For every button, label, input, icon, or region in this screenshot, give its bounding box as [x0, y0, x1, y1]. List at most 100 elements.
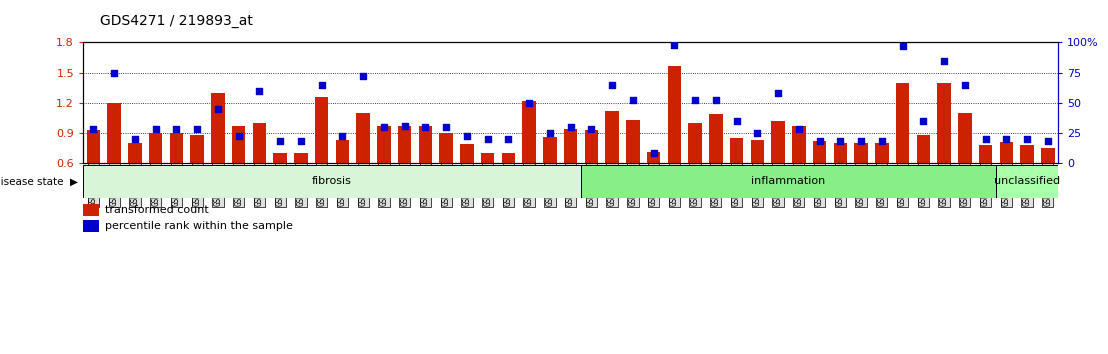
Point [147, 126, 165, 132]
Point [583, 126, 601, 132]
Point [562, 124, 579, 130]
Point [229, 133, 247, 139]
Point [209, 106, 227, 112]
Point [417, 124, 434, 130]
Point [666, 42, 684, 48]
Bar [191, 135, 204, 163]
Point [334, 133, 351, 139]
Bar [377, 126, 391, 163]
Bar [1020, 145, 1034, 163]
Point [790, 126, 808, 132]
FancyBboxPatch shape [996, 165, 1058, 198]
Bar [129, 143, 142, 163]
Text: percentile rank within the sample: percentile rank within the sample [105, 221, 294, 231]
Point [479, 136, 496, 142]
Bar [398, 126, 411, 163]
Bar [357, 113, 370, 163]
Bar [315, 97, 328, 163]
Bar [688, 123, 701, 163]
Bar [107, 103, 121, 163]
Bar [895, 82, 910, 163]
Bar [833, 143, 847, 163]
Point [852, 138, 870, 144]
Text: inflammation: inflammation [751, 176, 825, 187]
Bar [83, 204, 99, 216]
Point [1018, 136, 1036, 142]
Bar [83, 220, 99, 232]
Bar [522, 101, 536, 163]
Point [293, 138, 310, 144]
Bar [709, 114, 722, 163]
Bar [543, 137, 556, 163]
Bar [212, 93, 225, 163]
Point [769, 90, 787, 96]
Point [355, 73, 372, 79]
Bar [916, 135, 930, 163]
Point [728, 118, 746, 124]
Bar [1042, 148, 1055, 163]
Bar [585, 130, 598, 163]
Point [749, 130, 767, 136]
FancyBboxPatch shape [581, 165, 996, 198]
Bar [647, 152, 660, 163]
Bar [148, 133, 163, 163]
FancyBboxPatch shape [83, 165, 581, 198]
Bar [502, 153, 515, 163]
Point [914, 118, 932, 124]
Point [126, 136, 144, 142]
Point [935, 58, 953, 63]
Bar [958, 113, 972, 163]
Bar [813, 141, 827, 163]
Point [521, 100, 538, 105]
Point [603, 82, 620, 87]
Bar [937, 82, 951, 163]
Bar [792, 126, 806, 163]
Bar [854, 143, 868, 163]
Bar [460, 144, 473, 163]
Point [686, 97, 704, 103]
Bar [295, 153, 308, 163]
Bar [481, 153, 494, 163]
Point [873, 138, 891, 144]
Bar [274, 153, 287, 163]
Point [541, 130, 558, 136]
Bar [730, 138, 743, 163]
Point [645, 150, 663, 156]
Point [396, 123, 413, 129]
Point [500, 136, 517, 142]
Point [105, 70, 123, 75]
Bar [86, 130, 100, 163]
Bar [668, 65, 681, 163]
Bar [253, 123, 266, 163]
Text: unclassified: unclassified [994, 176, 1060, 187]
Point [956, 82, 974, 87]
Point [831, 138, 849, 144]
Point [188, 126, 206, 132]
Point [250, 88, 268, 93]
Point [997, 136, 1015, 142]
Bar [232, 126, 246, 163]
Bar [771, 121, 784, 163]
Point [438, 124, 455, 130]
Bar [999, 142, 1013, 163]
Point [624, 97, 642, 103]
Point [707, 97, 725, 103]
Bar [875, 143, 889, 163]
Text: GDS4271 / 219893_at: GDS4271 / 219893_at [100, 14, 253, 28]
Point [312, 82, 330, 87]
Bar [419, 126, 432, 163]
Point [1039, 138, 1057, 144]
Point [375, 124, 392, 130]
Point [167, 126, 185, 132]
Point [84, 126, 102, 132]
Bar [440, 133, 453, 163]
Bar [564, 129, 577, 163]
Bar [626, 120, 639, 163]
Point [458, 133, 475, 139]
Text: transformed count: transformed count [105, 205, 209, 215]
Text: disease state  ▶: disease state ▶ [0, 176, 78, 187]
Bar [750, 140, 765, 163]
Point [894, 43, 912, 49]
Bar [336, 140, 349, 163]
Point [811, 138, 829, 144]
